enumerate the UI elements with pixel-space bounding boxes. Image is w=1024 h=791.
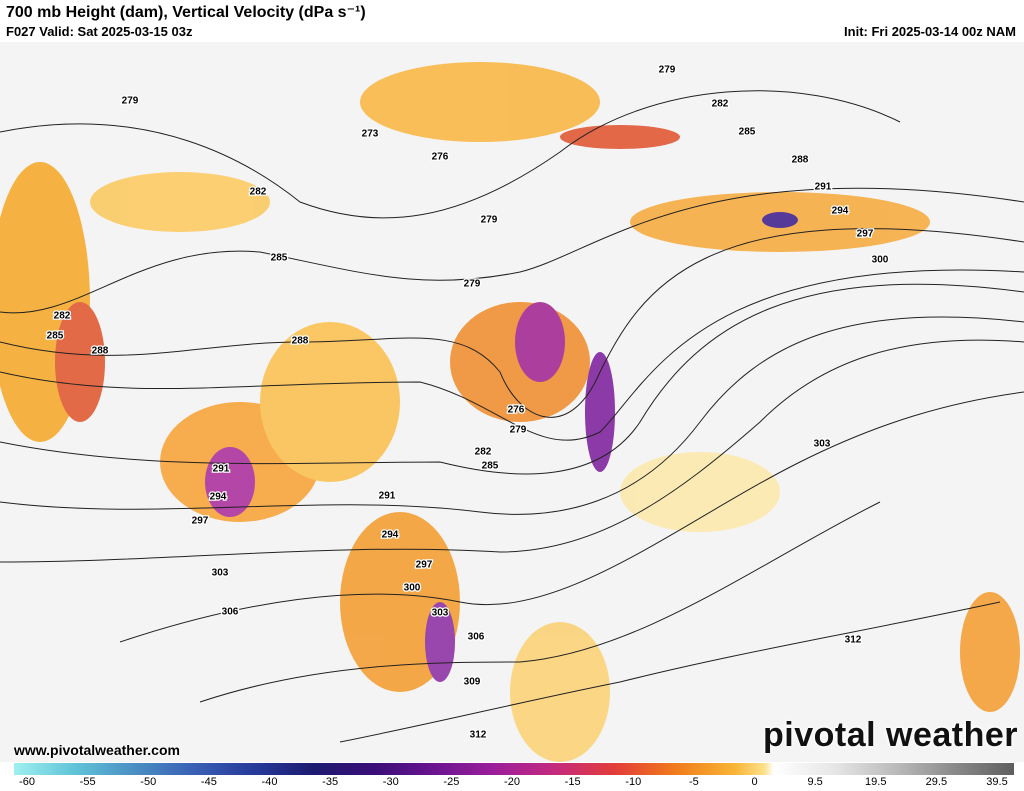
contour-label: 288 (792, 155, 809, 166)
contour-label: 306 (222, 607, 239, 618)
contour-label: 279 (510, 425, 527, 436)
contour-label: 282 (54, 311, 71, 322)
contour-label: 288 (92, 346, 109, 357)
contour-label: 279 (481, 215, 498, 226)
valid-time: F027 Valid: Sat 2025-03-15 03z (6, 24, 193, 39)
colorbar-tick-label: -60 (19, 776, 35, 788)
contour-label: 303 (212, 568, 229, 579)
contour-label: 300 (404, 583, 421, 594)
colorbar-tick-label: 29.5 (925, 776, 948, 788)
contour-label: 291 (379, 491, 396, 502)
contour-label: 288 (292, 336, 309, 347)
contour-label: 297 (416, 560, 433, 571)
colorbar-tick-label: -50 (140, 776, 157, 788)
contour-label: 279 (464, 279, 481, 290)
map-title: 700 mb Height (dam), Vertical Velocity (… (6, 4, 366, 21)
colorbar-tick-label: -5 (688, 776, 699, 788)
colorbar-tick-label: -25 (443, 776, 460, 788)
contour-label: 291 (815, 182, 832, 193)
contour-label: 279 (659, 65, 676, 76)
contour-label: 294 (832, 206, 849, 217)
colorbar-tick-label: 39.5 (986, 776, 1008, 788)
contour-label: 303 (814, 439, 831, 450)
colorbar (14, 763, 1014, 775)
init-time: Init: Fri 2025-03-14 00z NAM (844, 24, 1016, 39)
contour-label: 294 (382, 530, 399, 541)
velocity-field (0, 62, 1020, 762)
contour-label: 276 (508, 405, 525, 416)
contour-label: 276 (432, 152, 449, 163)
contour-label: 309 (464, 677, 481, 688)
height-contours (0, 90, 1024, 743)
colorbar-tick-label: -45 (200, 776, 217, 788)
colorbar-tick-label: -15 (564, 776, 581, 788)
colorbar-tick-label: -55 (79, 776, 96, 788)
colorbar-tick-label: -35 (322, 776, 339, 788)
colorbar-tick-label: -30 (382, 776, 399, 788)
contour-label: 312 (845, 635, 862, 646)
contour-label: 306 (468, 632, 485, 643)
contour-label: 285 (739, 127, 756, 138)
colorbar-tick-label: 9.5 (807, 776, 823, 788)
colorbar-tick-label: 19.5 (865, 776, 887, 788)
contour-label: 279 (122, 96, 139, 107)
contour-label: 291 (213, 464, 230, 475)
logo: pivotal weather (762, 716, 1018, 754)
contour-label: 282 (250, 187, 267, 198)
contour-label: 285 (482, 461, 499, 472)
contour-label: 294 (210, 492, 227, 503)
website: www.pivotalweather.com (14, 742, 180, 758)
contour-label: 297 (192, 516, 209, 527)
contour-label: 273 (362, 129, 379, 140)
contour-label: 285 (47, 331, 64, 342)
colorbar-tick-label: -40 (261, 776, 278, 788)
contour-label: 300 (872, 255, 889, 266)
contour-label: 312 (470, 730, 487, 741)
contour-label: 303 (432, 608, 449, 619)
colorbar-tick-label: -10 (625, 776, 642, 788)
contour-label: 282 (475, 447, 492, 458)
colorbar-tick-label: 0 (751, 776, 758, 788)
colorbar-tick-label: -20 (504, 776, 520, 788)
contour-label: 297 (857, 229, 874, 240)
contour-label: 285 (271, 253, 288, 264)
contour-label: 282 (712, 99, 729, 110)
map: 279 273 276 279 282 279 282 285 288 291 294 297 300 2… (0, 42, 1024, 762)
colorbar-ticks: -60 -55 -50 -45 -40 -35 -30 -25 -20 -15 -10 -5 0 9.5 1… (0, 776, 1024, 791)
contour-labels: 279 273 276 279 282 279 282 285 288 291 294 297 300 2… (45, 63, 890, 742)
